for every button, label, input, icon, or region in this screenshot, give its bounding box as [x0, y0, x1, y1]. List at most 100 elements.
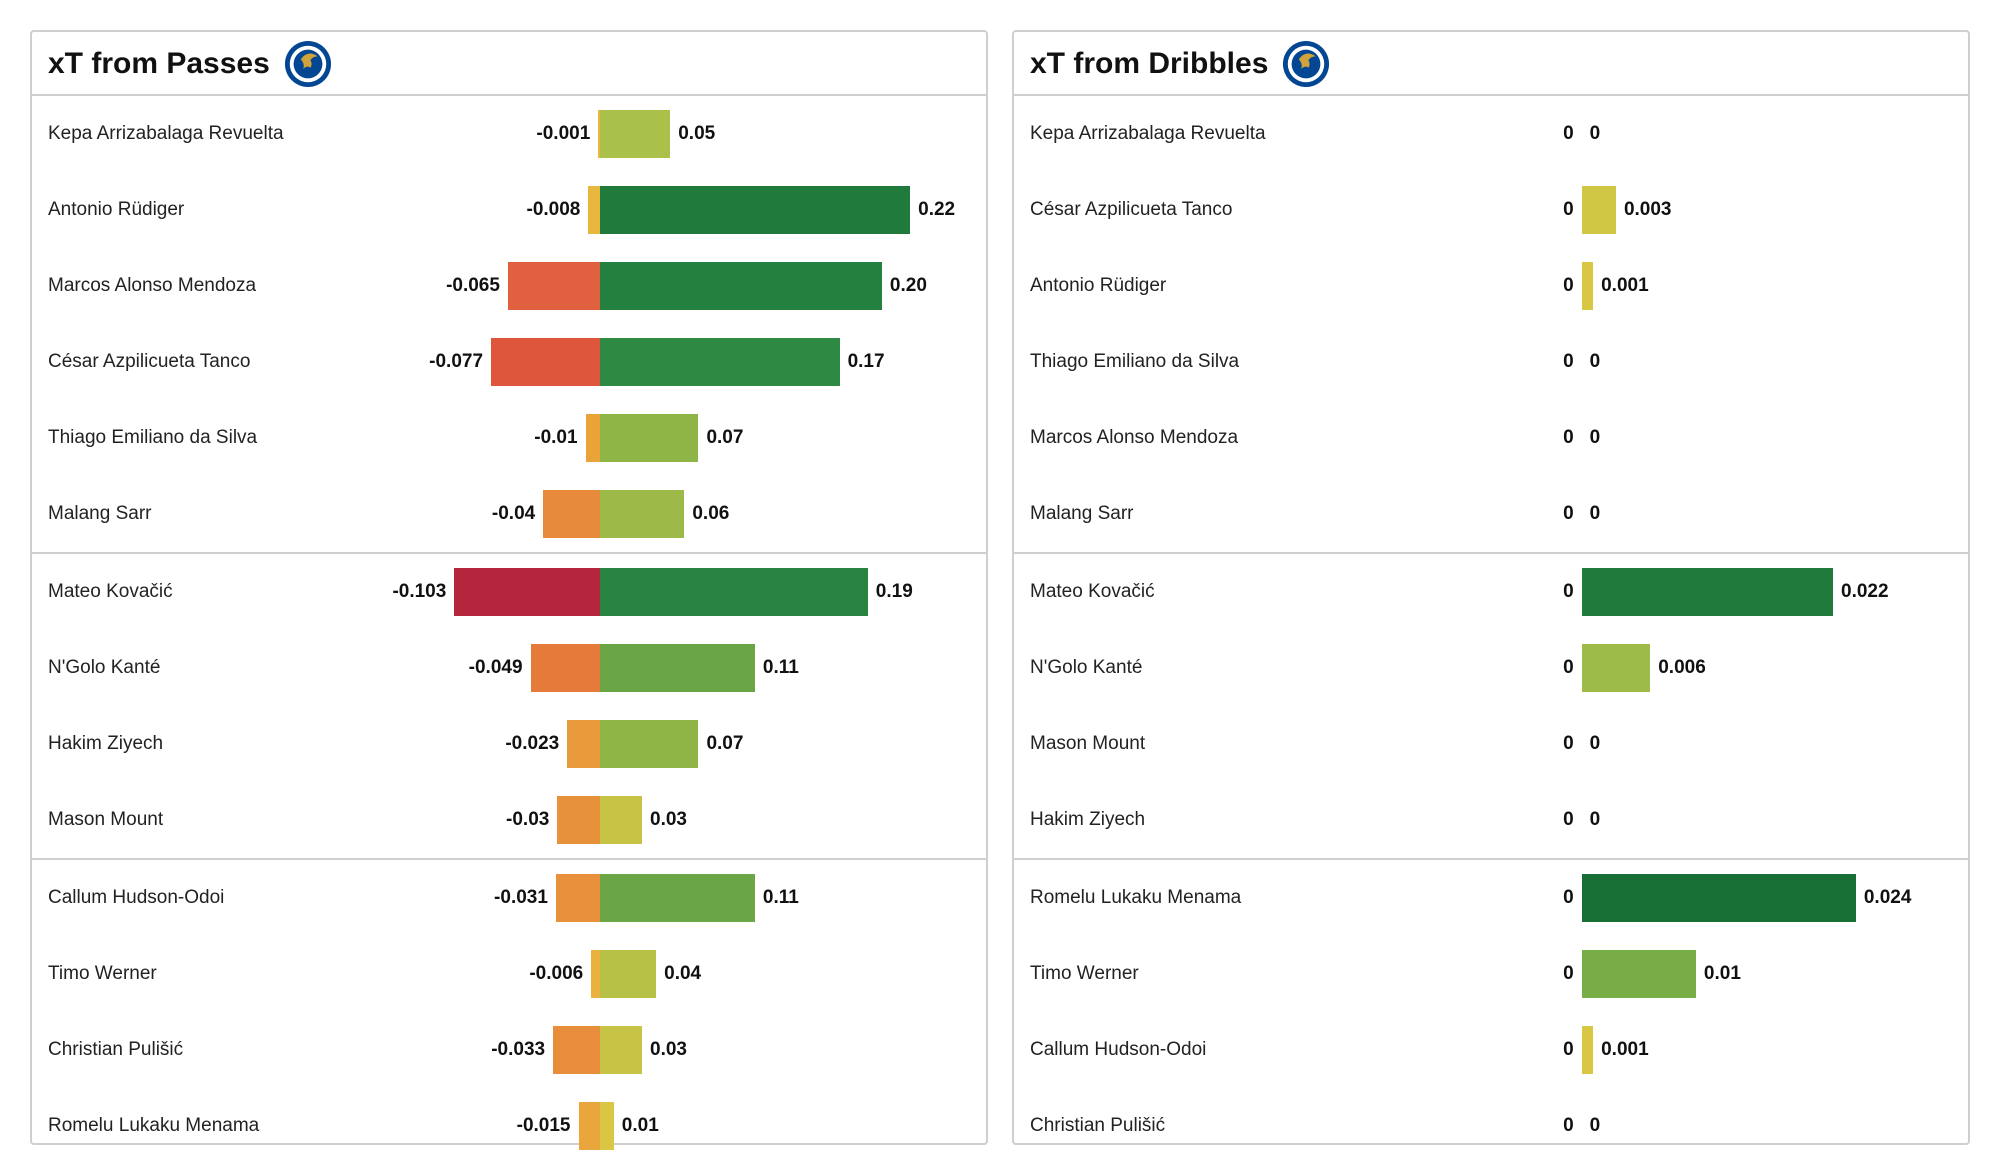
bar-track: 00.001	[1286, 1026, 1958, 1074]
neg-value-label: -0.015	[517, 1115, 571, 1137]
pos-value-label: 0.024	[1864, 887, 1912, 909]
bar-track: -0.001 0.05	[304, 110, 976, 158]
page: xT from Passes Kepa Arrizabalaga Revuelt…	[0, 0, 2000, 1175]
neg-bar	[553, 1026, 600, 1074]
pos-bar	[1582, 186, 1616, 234]
pos-value-label: 0	[1590, 733, 1601, 755]
rows: Kepa Arrizabalaga Revuelta-0.0010.05Anto…	[32, 96, 986, 1164]
neg-value-label: 0	[1563, 503, 1574, 525]
pos-value-label: 0.22	[918, 199, 955, 221]
bar-zone: 00.001	[1286, 1012, 1958, 1088]
bar-zone: -0.008 0.22	[304, 172, 976, 248]
player-name: Malang Sarr	[48, 503, 304, 525]
neg-bar	[543, 490, 599, 538]
player-name: Mason Mount	[48, 809, 304, 831]
pos-bar	[600, 796, 642, 844]
neg-value-label: -0.033	[491, 1039, 545, 1061]
neg-value-label: 0	[1563, 1039, 1574, 1061]
player-row: Hakim Ziyech00	[1014, 782, 1968, 858]
player-row: César Azpilicueta Tanco00.003	[1014, 172, 1968, 248]
pos-value-label: 0.001	[1601, 275, 1649, 297]
pos-bar	[1582, 1026, 1593, 1074]
neg-value-label: -0.01	[534, 427, 577, 449]
panel-header: xT from Dribbles	[1014, 32, 1968, 94]
pos-bar	[600, 490, 685, 538]
neg-bar	[556, 874, 600, 922]
bar-zone: -0.0650.20	[304, 248, 976, 324]
player-name: Thiago Emiliano da Silva	[1030, 351, 1286, 373]
player-name: Callum Hudson-Odoi	[1030, 1039, 1286, 1061]
bar-zone: 00	[1286, 324, 1958, 400]
player-name: N'Golo Kanté	[1030, 657, 1286, 679]
bar-zone: -0.0770.17	[304, 324, 976, 400]
player-name: Romelu Lukaku Menama	[1030, 887, 1286, 909]
bar-track: 00.022	[1286, 568, 1958, 616]
player-name: Malang Sarr	[1030, 503, 1286, 525]
player-row: Antonio Rüdiger00.001	[1014, 248, 1968, 324]
pos-value-label: 0.003	[1624, 199, 1672, 221]
pos-bar	[600, 110, 671, 158]
panel-title: xT from Dribbles	[1030, 47, 1268, 81]
neg-bar	[491, 338, 600, 386]
pos-bar	[600, 874, 755, 922]
bar-zone: -0.01 0.07	[304, 400, 976, 476]
club-badge-icon	[1282, 40, 1330, 88]
bar-zone: -0.030.03	[304, 782, 976, 858]
pos-value-label: 0.06	[692, 503, 729, 525]
bar-zone: -0.0230.07	[304, 706, 976, 782]
club-badge	[284, 40, 332, 88]
player-row: Romelu Lukaku Menama-0.0150.01	[32, 1088, 986, 1164]
club-badge	[1282, 40, 1330, 88]
neg-value-label: -0.049	[469, 657, 523, 679]
player-name: Romelu Lukaku Menama	[48, 1115, 304, 1137]
player-name: Christian Pulišić	[1030, 1115, 1286, 1137]
bar-zone: 00.006	[1286, 630, 1958, 706]
bar-track: 00	[1286, 1102, 1958, 1150]
bar-track: -0.033 0.03	[304, 1026, 976, 1074]
pos-value-label: 0.07	[706, 427, 743, 449]
bar-zone: 00	[1286, 1088, 1958, 1164]
bar-zone: 00	[1286, 476, 1958, 552]
neg-value-label: -0.008	[527, 199, 581, 221]
neg-value-label: -0.103	[392, 581, 446, 603]
bar-zone: -0.0150.01	[304, 1088, 976, 1164]
pos-value-label: 0.03	[650, 1039, 687, 1061]
player-name: Hakim Ziyech	[48, 733, 304, 755]
player-row: Timo Werner00.01	[1014, 936, 1968, 1012]
pos-bar	[600, 568, 868, 616]
bar-track: -0.01 0.07	[304, 414, 976, 462]
bar-zone: 00.024	[1286, 860, 1958, 936]
bar-track: 0 0.003	[1286, 186, 1958, 234]
bar-track: 00	[1286, 414, 1958, 462]
player-row: Christian Pulišić00	[1014, 1088, 1968, 1164]
neg-bar	[531, 644, 600, 692]
pos-value-label: 0.07	[706, 733, 743, 755]
bar-track: 00.01	[1286, 950, 1958, 998]
player-row: Mason Mount-0.030.03	[32, 782, 986, 858]
bar-zone: 00	[1286, 400, 1958, 476]
neg-bar	[588, 186, 599, 234]
bar-track: 00.006	[1286, 644, 1958, 692]
pos-bar	[1582, 874, 1856, 922]
player-name: Hakim Ziyech	[1030, 809, 1286, 831]
pos-value-label: 0.05	[678, 123, 715, 145]
neg-value-label: -0.001	[536, 123, 590, 145]
panel-xt-passes: xT from Passes Kepa Arrizabalaga Revuelt…	[30, 30, 988, 1145]
player-name: Antonio Rüdiger	[1030, 275, 1286, 297]
neg-value-label: -0.077	[429, 351, 483, 373]
bar-track: 00	[1286, 338, 1958, 386]
player-row: Marcos Alonso Mendoza-0.0650.20	[32, 248, 986, 324]
bar-zone: 00	[1286, 96, 1958, 172]
neg-value-label: -0.03	[506, 809, 549, 831]
neg-value-label: -0.006	[529, 963, 583, 985]
bar-track: -0.0150.01	[304, 1102, 976, 1150]
player-name: Timo Werner	[48, 963, 304, 985]
neg-value-label: -0.031	[494, 887, 548, 909]
pos-bar	[600, 950, 656, 998]
pos-bar	[600, 1102, 614, 1150]
player-row: Callum Hudson-Odoi00.001	[1014, 1012, 1968, 1088]
neg-value-label: 0	[1563, 123, 1574, 145]
player-name: Callum Hudson-Odoi	[48, 887, 304, 909]
player-name: Kepa Arrizabalaga Revuelta	[1030, 123, 1286, 145]
neg-value-label: 0	[1563, 199, 1574, 221]
